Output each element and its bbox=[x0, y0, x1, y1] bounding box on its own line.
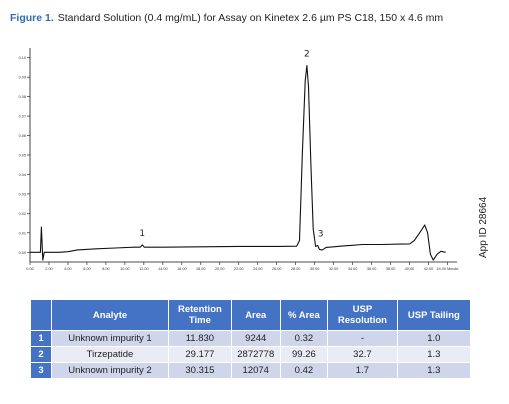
y-tick-label: 0.04 bbox=[19, 173, 26, 177]
chromatogram-trace bbox=[30, 64, 446, 261]
row-number: 3 bbox=[30, 362, 52, 379]
analyte-cell: Unknown impurity 2 bbox=[51, 362, 169, 379]
percent-area-cell: 99.26 bbox=[279, 346, 329, 363]
percent-area-cell: 0.32 bbox=[279, 330, 329, 347]
x-tick-label: 20.00 bbox=[215, 267, 225, 271]
x-tick-label: 6.00 bbox=[83, 267, 90, 271]
retention-time-cell: 11.830 bbox=[168, 330, 232, 347]
header-area: Area bbox=[230, 299, 281, 331]
area-cell: 12074 bbox=[230, 362, 281, 379]
y-tick-label: 0.10 bbox=[19, 56, 26, 60]
x-tick-label: 8.00 bbox=[102, 267, 109, 271]
x-tick-label: 34.00 bbox=[348, 267, 358, 271]
usp-resolution-cell: - bbox=[327, 330, 398, 347]
y-tick-label: 0.06 bbox=[19, 134, 26, 138]
area-cell: 9244 bbox=[230, 330, 281, 347]
y-tick-label: 0.09 bbox=[19, 76, 26, 80]
peak-label: 1 bbox=[139, 229, 145, 239]
figure-caption: Figure 1. Standard Solution (0.4 mg/mL) f… bbox=[10, 12, 443, 24]
row-number: 2 bbox=[30, 346, 52, 363]
x-tick-label: 2.00 bbox=[45, 267, 52, 271]
x-tick-label: 36.00 bbox=[367, 267, 377, 271]
peak-label: 2 bbox=[304, 50, 310, 60]
table-row: 1 Unknown impurity 1 11.830 9244 0.32 - … bbox=[30, 330, 472, 347]
x-tick-label: 28.00 bbox=[291, 267, 301, 271]
y-tick-label: 0.01 bbox=[19, 231, 26, 235]
analyte-cell: Tirzepatide bbox=[51, 346, 169, 363]
header-analyte: Analyte bbox=[51, 299, 169, 331]
usp-tailing-cell: 1.3 bbox=[396, 362, 472, 379]
area-cell: 2872778 bbox=[230, 346, 281, 363]
table-header-row: Analyte Retention Time Area % Area USP R… bbox=[30, 299, 472, 331]
row-number: 1 bbox=[30, 330, 52, 347]
x-tick-label: 12.00 bbox=[139, 267, 149, 271]
table-row: 3 Unknown impurity 2 30.315 12074 0.42 1… bbox=[30, 362, 472, 379]
x-tick-label: 10.00 bbox=[120, 267, 130, 271]
y-tick-label: 0.05 bbox=[19, 154, 26, 158]
x-tick-label: 18.00 bbox=[196, 267, 206, 271]
app-id-label: App ID 28664 bbox=[478, 196, 489, 258]
x-tick-label: 22.00 bbox=[234, 267, 244, 271]
usp-resolution-cell: 32.7 bbox=[327, 346, 398, 363]
usp-tailing-cell: 1.3 bbox=[396, 346, 472, 363]
y-tick-label: 0.02 bbox=[19, 212, 26, 216]
retention-time-cell: 29.177 bbox=[168, 346, 232, 363]
x-tick-label: 24.00 bbox=[253, 267, 263, 271]
x-tick-label: 16.00 bbox=[177, 267, 187, 271]
usp-resolution-cell: 1.7 bbox=[327, 362, 398, 379]
header-usp-resolution: USP Resolution bbox=[327, 299, 398, 331]
x-tick-label: 32.00 bbox=[329, 267, 339, 271]
table-row: 2 Tirzepatide 29.177 2872778 99.26 32.7 … bbox=[30, 346, 472, 363]
x-tick-label: 42.00 bbox=[424, 267, 434, 271]
peak-label: 3 bbox=[318, 229, 324, 239]
header-percent-area: % Area bbox=[279, 299, 329, 331]
header-retention-time: Retention Time bbox=[168, 299, 232, 331]
header-number bbox=[30, 299, 52, 331]
analyte-cell: Unknown impurity 1 bbox=[51, 330, 169, 347]
x-tick-label: 14.00 bbox=[158, 267, 168, 271]
figure-caption-text: Standard Solution (0.4 mg/mL) for Assay … bbox=[57, 12, 444, 24]
chromatogram-chart: 0.00 0.01 0.02 0.03 0.04 0.05 0.06 0.07 0.08 0.09… bbox=[19, 48, 459, 271]
figure-label: Figure 1. bbox=[10, 12, 54, 24]
y-tick-label: 0.07 bbox=[19, 115, 26, 119]
x-tick-label: 40.00 bbox=[405, 267, 415, 271]
usp-tailing-cell: 1.0 bbox=[396, 330, 472, 347]
x-tick-label: 38.00 bbox=[386, 267, 396, 271]
y-tick-label: 0.00 bbox=[19, 251, 26, 255]
y-tick-label: 0.08 bbox=[19, 95, 26, 99]
x-tick-label: 44.00 Minute bbox=[437, 267, 459, 271]
x-tick-label: 26.00 bbox=[272, 267, 282, 271]
header-usp-tailing: USP Tailing bbox=[396, 299, 472, 331]
y-tick-label: 0.03 bbox=[19, 192, 26, 196]
x-tick-label: 30.00 bbox=[310, 267, 320, 271]
retention-time-cell: 30.315 bbox=[168, 362, 232, 379]
percent-area-cell: 0.42 bbox=[279, 362, 329, 379]
x-tick-label: 4.00 bbox=[64, 267, 71, 271]
x-tick-label: 0.00 bbox=[26, 267, 33, 271]
results-table: Analyte Retention Time Area % Area USP R… bbox=[30, 299, 472, 379]
